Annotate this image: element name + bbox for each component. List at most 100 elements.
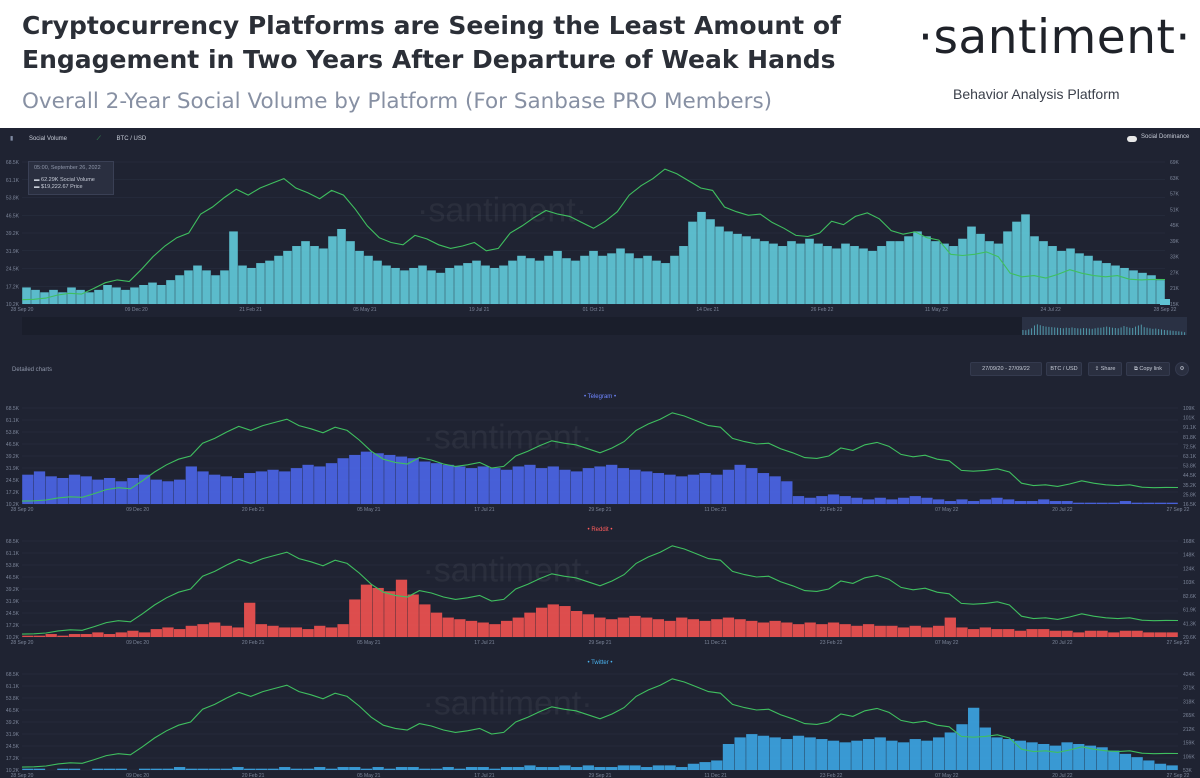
bar <box>1049 745 1062 770</box>
bar <box>804 622 816 637</box>
bar <box>1166 502 1178 504</box>
bar <box>127 630 139 637</box>
y-right-tick-label: 124K <box>1183 566 1195 572</box>
navigator-bar <box>1068 328 1070 335</box>
bar <box>839 496 851 504</box>
bar <box>112 287 121 304</box>
date-range-button[interactable]: 27/09/20 - 27/09/22 <box>970 362 1042 376</box>
bar <box>255 768 268 770</box>
bar <box>103 634 116 637</box>
bar <box>1073 743 1085 770</box>
bar <box>92 632 104 637</box>
bar <box>76 289 85 304</box>
navigator-bar <box>1152 328 1154 335</box>
bar <box>676 476 688 504</box>
bar <box>976 233 985 304</box>
bar <box>209 474 221 504</box>
legend-btc[interactable]: ⟋ BTC / USD <box>97 136 161 142</box>
bar <box>1014 630 1027 637</box>
bar <box>571 471 583 504</box>
bar <box>664 620 676 637</box>
bar <box>1111 265 1120 304</box>
bar <box>524 464 536 504</box>
title-line-1: Cryptocurrency Platforms are Seeing the … <box>22 11 841 40</box>
bar <box>121 289 130 304</box>
x-tick-label: 20 Jul 22 <box>1052 640 1073 646</box>
bar <box>489 624 501 637</box>
bar <box>430 463 443 504</box>
bar <box>816 496 828 504</box>
x-tick-label: 28 Sep 20 <box>11 507 34 513</box>
bar <box>589 250 598 304</box>
y-left-tick-label: 53.8K <box>6 196 20 202</box>
bar <box>103 285 112 304</box>
y-left-tick-label: 46.5K <box>6 442 20 448</box>
bar <box>1038 743 1050 770</box>
y-left-tick-label: 39.2K <box>6 587 20 593</box>
y-right-tick-label: 44.5K <box>1183 473 1197 479</box>
bar <box>279 627 291 637</box>
settings-button[interactable]: ⚙ <box>1175 362 1189 376</box>
navigator-bar <box>1135 326 1137 335</box>
bar <box>839 742 851 770</box>
bar <box>760 241 769 304</box>
bar <box>1039 241 1048 304</box>
legend-btc-label: BTC / USD <box>116 136 147 142</box>
y-right-tick-label: 33K <box>1170 255 1180 261</box>
navigator-bar <box>1057 327 1059 335</box>
bar <box>166 280 175 304</box>
copy-link-label: Copy link <box>1139 366 1163 372</box>
bar <box>823 246 832 304</box>
social-dominance-toggle[interactable] <box>1127 136 1137 142</box>
bar <box>1156 280 1165 304</box>
bar <box>1154 502 1167 504</box>
bar <box>757 735 770 770</box>
bar <box>384 454 396 504</box>
y-left-tick-label: 10.2K <box>6 502 20 508</box>
x-tick-label: 28 Sep 20 <box>11 307 34 313</box>
bar <box>967 226 976 304</box>
bar <box>751 238 760 304</box>
navigator-bar <box>1181 331 1183 335</box>
bar <box>384 768 396 770</box>
bar <box>302 629 314 637</box>
bar <box>1108 750 1120 770</box>
title-line-2: Engagement in Two Years After Departure … <box>22 45 836 74</box>
bar <box>349 767 361 770</box>
copy-link-button[interactable]: ⧉ Copy link <box>1126 362 1170 376</box>
line-chart-icon: ⟋ <box>96 136 103 142</box>
page-title: Cryptocurrency Platforms are Seeing the … <box>22 9 882 77</box>
navigator-bar <box>1025 330 1027 335</box>
bar <box>850 246 859 304</box>
bar <box>500 469 513 504</box>
bar <box>582 468 594 504</box>
bar <box>886 625 898 637</box>
bar <box>127 477 139 504</box>
pair-selector[interactable]: BTC / USD <box>1046 362 1082 376</box>
bar <box>1166 765 1178 770</box>
legend-social-volume[interactable]: ▮ Social Volume <box>10 136 81 142</box>
y-left-tick-label: 24.5K <box>6 744 20 750</box>
x-tick-label: 01 Oct 21 <box>583 307 605 313</box>
bar <box>535 468 548 504</box>
bar <box>676 767 688 770</box>
bar <box>150 479 162 504</box>
bar <box>465 468 478 504</box>
bar <box>197 471 209 504</box>
bar <box>211 275 220 304</box>
bar <box>1131 502 1143 504</box>
navigator-bar <box>1126 326 1128 335</box>
y-right-tick-label: 265K <box>1183 713 1195 719</box>
bar <box>664 474 676 504</box>
bar <box>886 241 895 304</box>
bar <box>535 607 548 637</box>
x-tick-label: 27 Sep 22 <box>1167 507 1190 513</box>
bar <box>580 255 589 304</box>
bar <box>1061 501 1073 504</box>
watermark: ·santiment· <box>422 418 592 456</box>
bar <box>617 617 629 637</box>
navigator-bar <box>1149 328 1151 335</box>
bar <box>687 619 700 637</box>
share-button[interactable]: ⇪ Share <box>1088 362 1122 376</box>
link-icon: ⧉ <box>1133 366 1140 372</box>
